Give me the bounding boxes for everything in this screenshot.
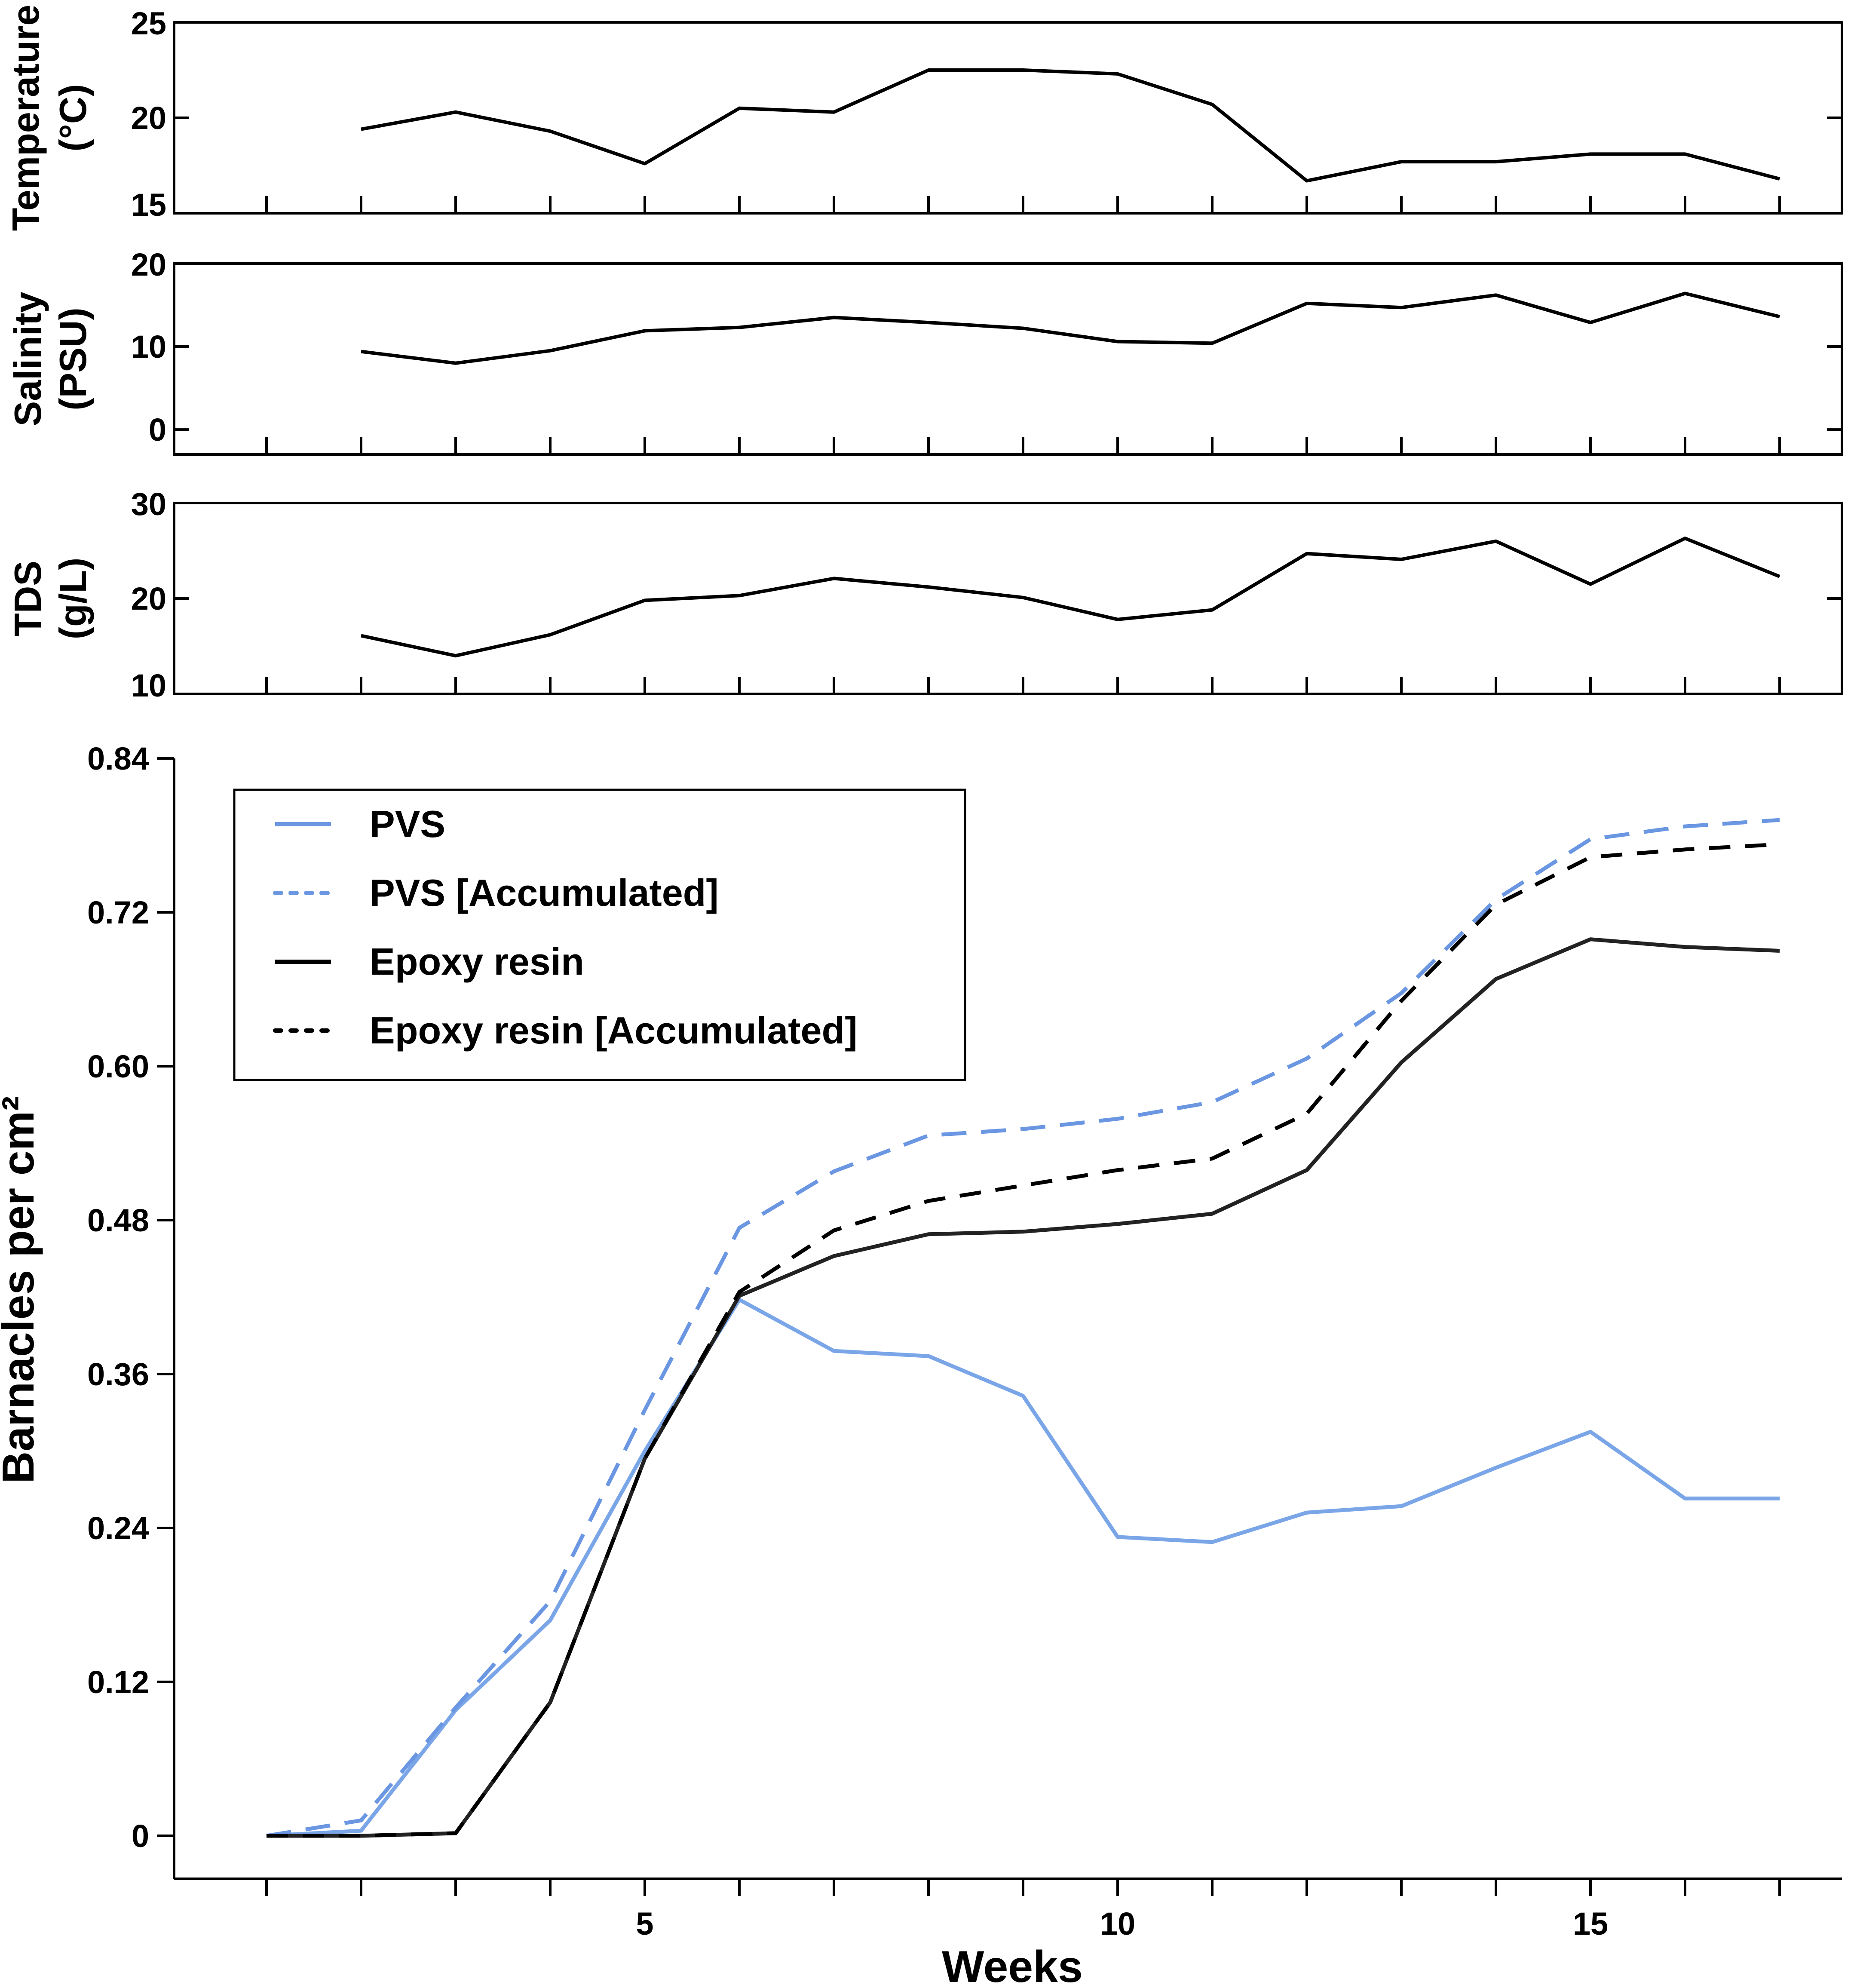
tds-y-tick-label: 30: [131, 486, 166, 522]
salinity-plot-frame: [173, 262, 1843, 456]
legend-label: PVS [Accumulated]: [370, 871, 719, 914]
tds-y-tick-label: 10: [131, 668, 166, 703]
barnacles-line: [266, 818, 1780, 1838]
temperature-y-axis: 15 20 25: [131, 6, 1842, 223]
salinity-y-axis: 0 10 20: [131, 247, 1842, 448]
temperature-panel: 15 20 25 Temperature (°C): [4, 5, 1843, 231]
barnacles-x-tick-label: 10: [1100, 1906, 1135, 1942]
barnacles-panel: 0 0.12 0.24 0.36 0.48 0.60 0.72 0.84 5 10 15 Barn…: [0, 741, 1842, 1988]
tds-y-tick-label: 20: [131, 581, 166, 617]
barnacles-y-tick-label: 0.12: [87, 1664, 149, 1700]
barnacles-series: [266, 818, 1780, 1838]
legend-label: PVS: [370, 803, 445, 845]
barnacles-y-tick-label: 0.36: [87, 1356, 149, 1392]
barnacles-x-axis: 5 10 15: [265, 1879, 1781, 1942]
temperature-y-tick-label: 20: [131, 100, 166, 136]
barnacles-ylabel: Barnacles per cm²: [0, 1096, 43, 1484]
tds-series: [361, 537, 1780, 658]
temperature-y-tick-label: 25: [131, 6, 166, 41]
tds-y-axis: 10 20 30: [131, 486, 1842, 703]
salinity-ylabel-line1: Salinity: [6, 291, 49, 426]
salinity-y-tick-label: 0: [149, 412, 166, 448]
salinity-ylabel-line2: (PSU): [52, 307, 94, 411]
barnacles-y-tick-label: 0.60: [87, 1049, 149, 1084]
barnacles-y-tick-label: 0.84: [87, 741, 149, 776]
barnacles-x-tick-label: 15: [1573, 1906, 1608, 1942]
salinity-line: [361, 291, 1780, 365]
temperature-line: [361, 68, 1780, 183]
barnacles-line: [267, 842, 1780, 1838]
temperature-ylabel-line2: (°C): [52, 84, 94, 151]
temperature-x-ticks: [265, 196, 1781, 213]
legend-label: Epoxy resin [Accumulated]: [370, 1009, 858, 1052]
tds-x-ticks: [265, 677, 1781, 694]
temperature-ylabel-line1: Temperature: [4, 5, 47, 231]
legend-items: PVS PVS [Accumulated] Epoxy resin Epoxy res…: [273, 803, 858, 1052]
temperature-series: [361, 68, 1780, 183]
tds-ylabel-line2: (g/L): [52, 558, 94, 640]
salinity-y-tick-label: 10: [131, 329, 166, 365]
barnacles-y-axis: 0 0.12 0.24 0.36 0.48 0.60 0.72 0.84: [87, 741, 174, 1854]
legend-label: Epoxy resin: [370, 940, 584, 983]
salinity-panel: 0 10 20 Salinity (PSU): [6, 247, 1843, 456]
tds-ylabel-line1: TDS: [6, 561, 49, 636]
salinity-x-ticks: [265, 437, 1781, 454]
barnacles-y-tick-label: 0.24: [87, 1510, 149, 1546]
salinity-y-tick-label: 20: [131, 247, 166, 282]
barnacles-xlabel: Weeks: [942, 1942, 1083, 1988]
barnacles-x-tick-label: 5: [636, 1906, 653, 1942]
temperature-y-tick-label: 15: [131, 187, 166, 223]
salinity-series: [361, 291, 1780, 365]
tds-panel: 10 20 30 TDS (g/L): [6, 486, 1843, 703]
barnacles-y-tick-label: 0.72: [87, 895, 149, 930]
barnacles-line: [266, 1298, 1780, 1838]
tds-line: [361, 537, 1780, 658]
barnacles-y-tick-label: 0: [132, 1818, 149, 1854]
legend: PVS PVS [Accumulated] Epoxy resin Epoxy res…: [233, 788, 966, 1081]
barnacles-y-tick-label: 0.48: [87, 1203, 149, 1238]
legend-box: [233, 788, 966, 1081]
